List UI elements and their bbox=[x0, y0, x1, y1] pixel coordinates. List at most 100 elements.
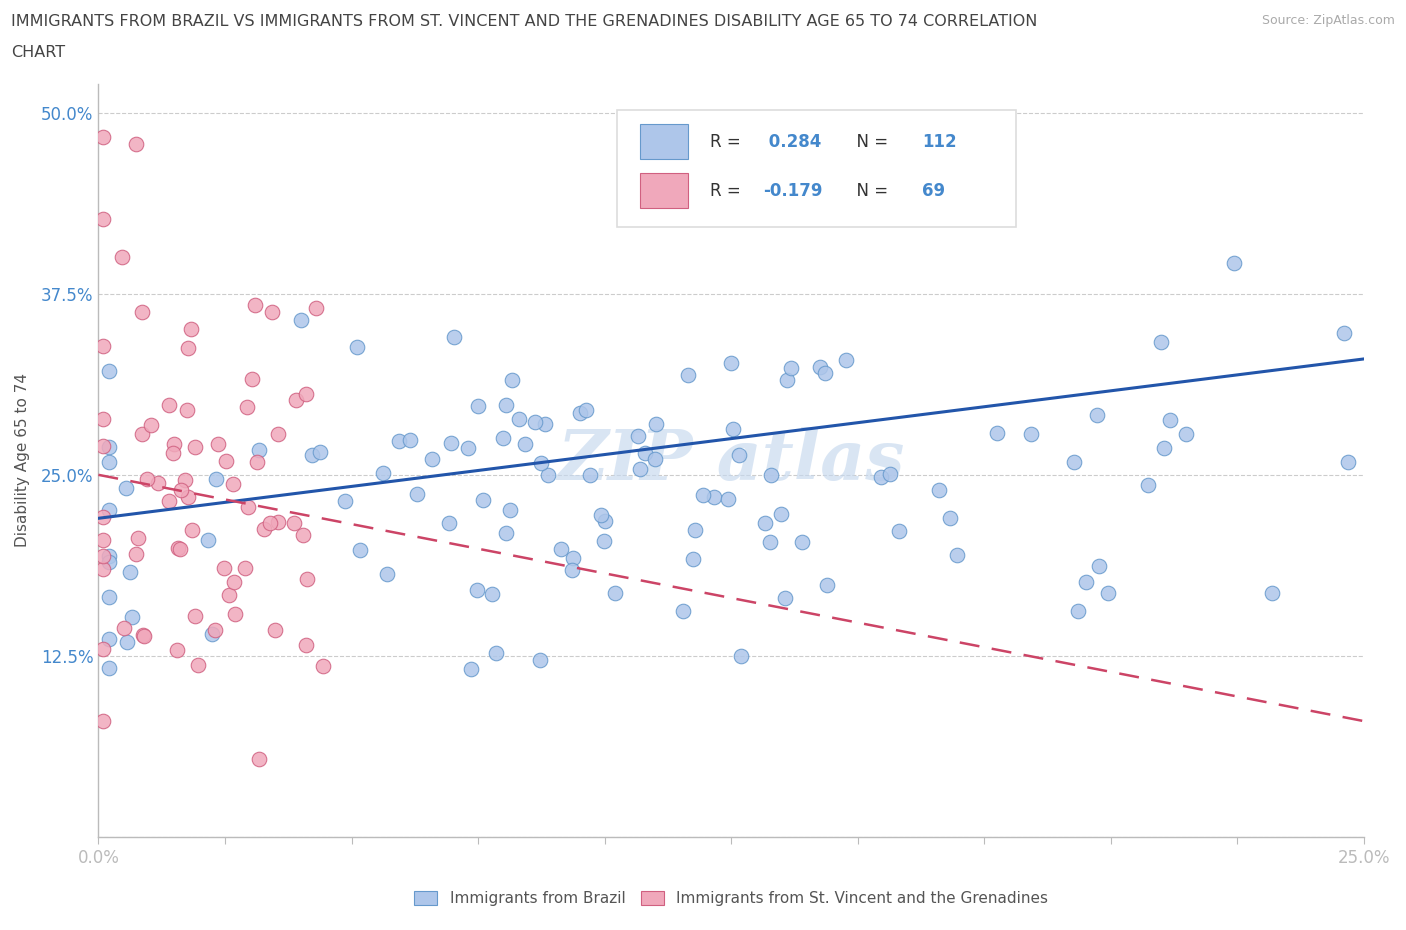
Point bbox=[634, 445, 657, 460]
Point bbox=[508, 411, 530, 426]
Point bbox=[176, 403, 198, 418]
Point bbox=[575, 403, 598, 418]
Point bbox=[301, 448, 323, 463]
Point bbox=[121, 610, 143, 625]
Point bbox=[835, 352, 858, 367]
Point bbox=[457, 441, 479, 456]
Point bbox=[97, 554, 120, 569]
Point bbox=[285, 392, 308, 407]
Point bbox=[135, 472, 157, 486]
Point bbox=[177, 340, 200, 355]
Point bbox=[1174, 426, 1197, 441]
Point bbox=[780, 361, 803, 376]
Point bbox=[628, 461, 651, 476]
Text: R =: R = bbox=[710, 181, 745, 200]
Point bbox=[243, 298, 266, 312]
Point bbox=[180, 322, 202, 337]
Point bbox=[440, 436, 463, 451]
Point bbox=[1074, 574, 1097, 589]
Point bbox=[946, 547, 969, 562]
Point bbox=[1085, 407, 1108, 422]
Point bbox=[399, 433, 422, 448]
Point bbox=[1088, 558, 1111, 573]
Text: R =: R = bbox=[710, 133, 745, 151]
Point bbox=[295, 387, 318, 402]
Point bbox=[727, 447, 749, 462]
Point bbox=[887, 524, 910, 538]
Point bbox=[1067, 604, 1090, 618]
Text: N =: N = bbox=[846, 133, 894, 151]
Point bbox=[174, 472, 197, 487]
Point bbox=[111, 250, 134, 265]
Point bbox=[499, 502, 522, 517]
Point bbox=[294, 638, 316, 653]
Point bbox=[283, 515, 305, 530]
Point bbox=[97, 364, 120, 379]
Point bbox=[808, 359, 831, 374]
Bar bbox=[640, 173, 688, 208]
Point bbox=[267, 514, 290, 529]
Point bbox=[127, 530, 149, 545]
Point bbox=[246, 455, 269, 470]
Point bbox=[205, 472, 228, 486]
Point bbox=[166, 643, 188, 658]
Point bbox=[720, 355, 742, 370]
Point bbox=[97, 502, 120, 517]
Point bbox=[201, 626, 224, 641]
Point bbox=[568, 405, 591, 420]
Point bbox=[1222, 256, 1244, 271]
FancyBboxPatch shape bbox=[617, 110, 1015, 227]
Point bbox=[1136, 477, 1159, 492]
Point bbox=[492, 431, 515, 445]
Point bbox=[439, 516, 461, 531]
Point bbox=[295, 571, 318, 586]
Point bbox=[501, 372, 523, 387]
Text: 69: 69 bbox=[922, 181, 945, 200]
Point bbox=[645, 417, 668, 432]
Point bbox=[703, 489, 725, 504]
Point bbox=[1150, 334, 1173, 349]
Point bbox=[115, 481, 138, 496]
Point bbox=[233, 561, 256, 576]
Point bbox=[420, 451, 443, 466]
Point bbox=[773, 591, 796, 605]
Point bbox=[305, 300, 328, 315]
Point bbox=[118, 565, 141, 580]
Point bbox=[247, 751, 270, 766]
Point bbox=[578, 468, 600, 483]
Point bbox=[157, 397, 180, 412]
Point bbox=[93, 562, 115, 577]
Point bbox=[593, 513, 616, 528]
Point bbox=[537, 468, 560, 483]
Point bbox=[117, 634, 139, 649]
Point bbox=[730, 649, 752, 664]
Point bbox=[472, 493, 495, 508]
Point bbox=[93, 549, 115, 564]
Point bbox=[131, 628, 153, 643]
Point bbox=[465, 582, 488, 597]
Point bbox=[371, 466, 394, 481]
Point bbox=[939, 511, 962, 525]
Point bbox=[218, 588, 240, 603]
Point bbox=[214, 454, 236, 469]
Point bbox=[792, 535, 814, 550]
Point bbox=[758, 535, 780, 550]
Point bbox=[207, 436, 229, 451]
Bar bbox=[640, 125, 688, 159]
Point bbox=[212, 561, 235, 576]
Point bbox=[769, 507, 792, 522]
Point bbox=[346, 340, 368, 355]
Point bbox=[157, 493, 180, 508]
Point bbox=[627, 429, 650, 444]
Point bbox=[1261, 586, 1284, 601]
Text: -0.179: -0.179 bbox=[762, 181, 823, 200]
Point bbox=[240, 372, 263, 387]
Point bbox=[1153, 441, 1175, 456]
Point bbox=[481, 587, 503, 602]
Point bbox=[593, 533, 616, 548]
Point bbox=[495, 525, 517, 540]
Point bbox=[93, 533, 115, 548]
Point bbox=[93, 412, 115, 427]
Point bbox=[1097, 586, 1119, 601]
Point bbox=[125, 547, 148, 562]
